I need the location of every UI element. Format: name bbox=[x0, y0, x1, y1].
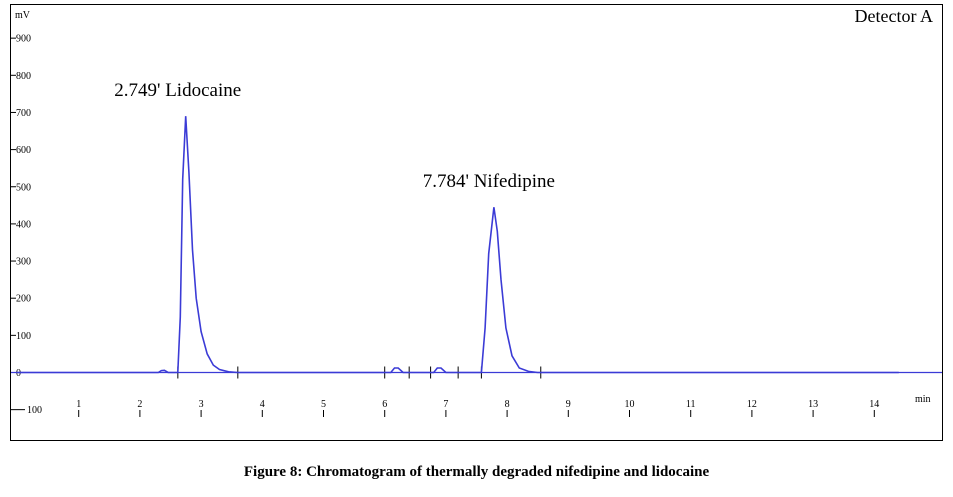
x-tick-label: 9 bbox=[566, 399, 571, 410]
x-tick-label: 11 bbox=[686, 399, 696, 410]
x-tick-label: 5 bbox=[321, 399, 326, 410]
x-tick-label: 1 bbox=[76, 399, 81, 410]
x-tick-label: 13 bbox=[808, 399, 818, 410]
peak-label-nifedipine: 7.784' Nifedipine bbox=[423, 171, 555, 192]
y-tick-label: 400 bbox=[16, 219, 31, 230]
chromatogram-frame: 100 0 100 200 300 400 500 600 700 800 900 1 2 3 4 5 6 7 8 9… bbox=[10, 4, 943, 441]
y-tick-label: 600 bbox=[16, 145, 31, 156]
y-tick-label: 900 bbox=[16, 34, 31, 45]
y-tick-label: 0 bbox=[16, 368, 21, 379]
y-tick-label: 500 bbox=[16, 182, 31, 193]
figure-caption: Figure 8: Chromatogram of thermally degr… bbox=[243, 464, 710, 480]
x-tick-label: 8 bbox=[505, 399, 510, 410]
detector-label: Detector A bbox=[855, 6, 933, 26]
y-tick-label: 100 bbox=[16, 331, 31, 342]
y-tick-label: 700 bbox=[16, 108, 31, 119]
x-tick-label: 2 bbox=[137, 399, 142, 410]
x-tick-label: 3 bbox=[199, 399, 204, 410]
x-tick-label: 14 bbox=[869, 399, 879, 410]
x-axis-label: min bbox=[915, 394, 931, 405]
y-axis-label: mV bbox=[15, 10, 31, 21]
x-tick-label: 7 bbox=[443, 399, 448, 410]
y-tick-label: 800 bbox=[16, 71, 31, 82]
x-tick-label: 10 bbox=[625, 399, 635, 410]
x-tick-label: 6 bbox=[382, 399, 387, 410]
chromatogram-trace bbox=[17, 116, 899, 374]
x-tick-label: 12 bbox=[747, 399, 757, 410]
y-tick-label: 200 bbox=[16, 294, 31, 305]
x-tick-label: 4 bbox=[260, 399, 265, 410]
peak-label-lidocaine: 2.749' Lidocaine bbox=[114, 80, 241, 101]
y-tick-label: 100 bbox=[27, 405, 42, 416]
y-tick-label: 300 bbox=[16, 257, 31, 268]
